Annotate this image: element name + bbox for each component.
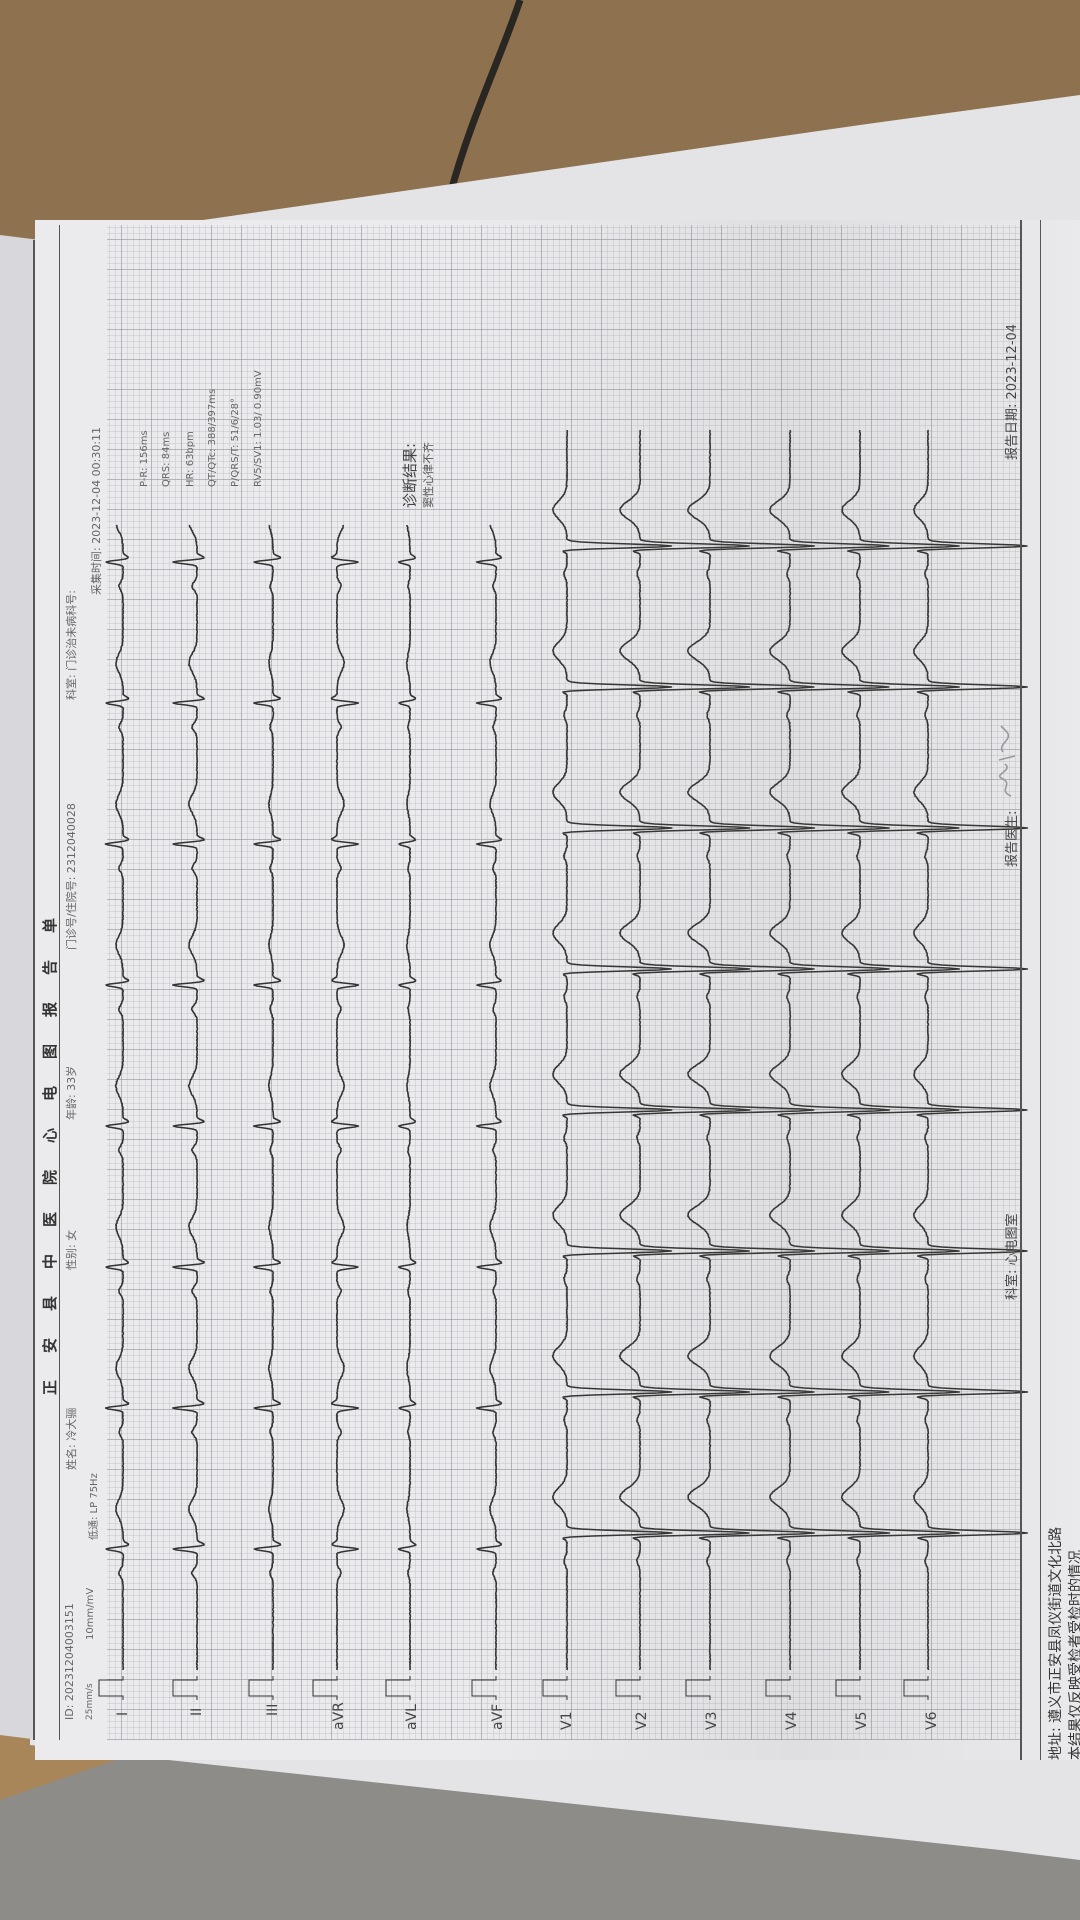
hospital-address: 地址: 遵义市正安县凤仪街道文化北路 (1048, 1526, 1064, 1760)
ecg-trace-v2 (618, 429, 751, 1671)
footer-department: 科室: 心电图室 (1005, 1213, 1020, 1300)
calibration-pulse-v2 (615, 1676, 641, 1700)
report-doctor-label: 报告医生: (1005, 810, 1020, 867)
ecg-trace-v6 (912, 429, 1029, 1671)
ecg-trace-v4 (768, 429, 891, 1671)
calibration-pulse-ii (172, 1676, 198, 1700)
ecg-traces (98, 429, 1029, 1700)
calibration-pulse-avf (471, 1676, 497, 1700)
footer-divider (1020, 220, 1022, 1760)
calibration-pulse-avl (385, 1676, 411, 1700)
ecg-trace-v3 (686, 429, 816, 1671)
report-date: 报告日期: 2023-12-04 (1005, 323, 1020, 460)
ecg-trace-iii (252, 524, 282, 1671)
calibration-pulse-v1 (542, 1676, 568, 1700)
calibration-pulse-avr (312, 1676, 338, 1700)
calibration-pulse-iii (248, 1676, 274, 1700)
ecg-trace-avr (330, 524, 360, 1671)
ecg-trace-v1 (551, 429, 673, 1671)
book-page-edge (0, 235, 40, 1740)
calibration-pulse-v5 (835, 1676, 861, 1700)
ecg-report-sheet: 正安县中医院心电图报告单 ID: 20231204003151 姓名: 冷大骊 … (35, 220, 1080, 1760)
doctor-signature (998, 725, 1016, 797)
calibration-pulse-i (98, 1676, 124, 1700)
ecg-trace-v5 (840, 430, 961, 1671)
calibration-pulse-v6 (903, 1676, 929, 1700)
disclaimer: 本结果仅反映受检者受检时的情况 (1068, 1550, 1080, 1760)
ecg-trace-ii (172, 524, 205, 1671)
ecg-trace-avf (475, 524, 503, 1671)
cable (446, 0, 524, 196)
calibration-pulse-v3 (685, 1676, 711, 1700)
ecg-trace-i (104, 524, 130, 1670)
calibration-pulse-v4 (765, 1676, 791, 1700)
footer-divider-2 (1040, 220, 1041, 1760)
ecg-trace-avl (397, 525, 417, 1671)
